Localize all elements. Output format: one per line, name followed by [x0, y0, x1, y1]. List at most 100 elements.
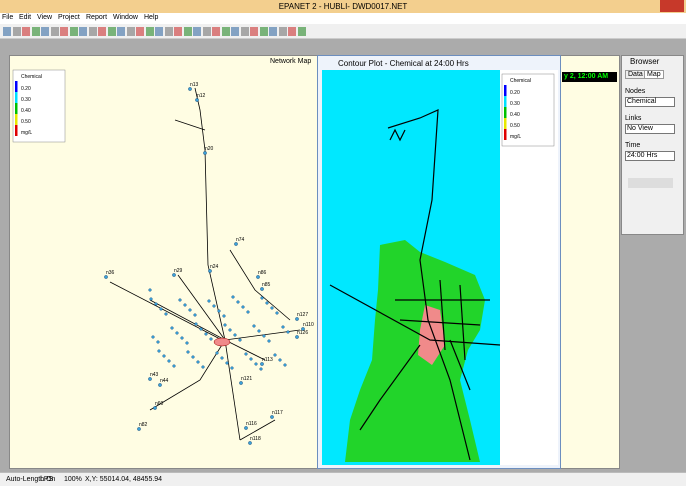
- toolbar-button[interactable]: [164, 27, 173, 36]
- toolbar-button[interactable]: [22, 27, 30, 36]
- toolbar-button[interactable]: [31, 27, 40, 36]
- menu-item[interactable]: Report: [86, 14, 108, 21]
- node: [275, 311, 279, 315]
- title-bar: [0, 0, 686, 13]
- node: [104, 275, 108, 279]
- node: [256, 275, 260, 279]
- menu-item[interactable]: View: [37, 14, 53, 21]
- legend-swatch: [15, 103, 18, 114]
- node: [270, 306, 274, 310]
- legend-swatch: [504, 129, 507, 140]
- legend-level: 0.40: [510, 112, 520, 118]
- menu-item[interactable]: Project: [58, 14, 80, 21]
- node: [204, 332, 208, 336]
- network-map-title: Network Map: [270, 58, 312, 65]
- toolbar-button[interactable]: [98, 27, 106, 36]
- window-title: EPANET 2 - HUBLI- DWD0017.NET: [278, 2, 408, 11]
- legend-swatch: [504, 85, 507, 96]
- close-button[interactable]: [660, 0, 684, 12]
- browser-title: Browser: [630, 57, 660, 66]
- node-label: n121: [241, 376, 252, 382]
- toolbar-button[interactable]: [174, 27, 182, 36]
- toolbar-button[interactable]: [259, 27, 268, 36]
- node: [278, 358, 282, 362]
- node: [148, 377, 152, 381]
- toolbar-button[interactable]: [240, 27, 249, 36]
- toolbar-button[interactable]: [269, 27, 277, 36]
- node: [248, 441, 252, 445]
- toolbar-button[interactable]: [79, 27, 87, 36]
- node: [241, 305, 245, 309]
- toolbar-button[interactable]: [278, 27, 287, 36]
- node: [159, 307, 163, 311]
- node-label: n20: [205, 146, 214, 152]
- browser-tab[interactable]: Data: [625, 70, 646, 79]
- node: [149, 297, 153, 301]
- toolbar-button[interactable]: [155, 27, 163, 36]
- node: [223, 323, 227, 327]
- toolbar-button[interactable]: [126, 27, 135, 36]
- node: [188, 87, 192, 91]
- node-label: n60: [155, 401, 164, 407]
- node: [252, 324, 256, 328]
- menu-item[interactable]: File: [2, 14, 14, 21]
- toolbar-button[interactable]: [12, 27, 21, 36]
- legend-level: 0.30: [21, 97, 31, 103]
- toolbar-button[interactable]: [136, 27, 144, 36]
- menu-item[interactable]: Edit: [19, 14, 32, 21]
- node: [203, 151, 207, 155]
- toolbar-button[interactable]: [212, 27, 220, 36]
- node-label: n24: [210, 264, 219, 270]
- node: [259, 367, 263, 371]
- toolbar-button[interactable]: [88, 27, 97, 36]
- contour-title: Contour Plot - Chemical at 24:00 Hrs: [338, 59, 469, 68]
- toolbar-button[interactable]: [3, 27, 11, 36]
- node: [148, 288, 152, 292]
- node: [254, 362, 258, 366]
- toolbar-button[interactable]: [193, 27, 201, 36]
- toolbar-button[interactable]: [221, 27, 230, 36]
- toolbar-button[interactable]: [145, 27, 154, 36]
- toolbar-button[interactable]: [60, 27, 68, 36]
- toolbar-button[interactable]: [107, 27, 116, 36]
- node: [246, 310, 250, 314]
- legend-swatch: [15, 81, 18, 92]
- toolbar-button[interactable]: [202, 27, 211, 36]
- legend-swatch: [15, 125, 18, 136]
- toolbar-button[interactable]: [41, 27, 49, 36]
- node: [295, 317, 299, 321]
- node: [209, 337, 213, 341]
- browser-dropdown[interactable]: 24:00 Hrs: [625, 151, 675, 161]
- browser-dropdown[interactable]: Chemical: [625, 97, 675, 107]
- node: [178, 298, 182, 302]
- legend-level: 0.40: [21, 108, 31, 114]
- node: [231, 295, 235, 299]
- menu-item[interactable]: Help: [144, 14, 159, 21]
- browser-dropdown[interactable]: No View: [625, 124, 675, 134]
- node-label: n127: [297, 312, 308, 318]
- toolbar-button[interactable]: [117, 27, 125, 36]
- legend-level: 0.20: [21, 86, 31, 92]
- toolbar-button[interactable]: [231, 27, 239, 36]
- toolbar-button[interactable]: [297, 27, 306, 36]
- node: [208, 269, 212, 273]
- node: [212, 304, 216, 308]
- node: [273, 353, 277, 357]
- legend-level: 0.20: [510, 90, 520, 96]
- node: [186, 350, 190, 354]
- legend-swatch: [504, 107, 507, 118]
- back-window: [560, 55, 620, 469]
- legend-swatch: [15, 114, 18, 125]
- playback-controls[interactable]: [628, 178, 673, 188]
- browser-tab[interactable]: Map: [644, 70, 664, 79]
- toolbar-button[interactable]: [250, 27, 258, 36]
- toolbar-button[interactable]: [288, 27, 296, 36]
- toolbar-button[interactable]: [69, 27, 78, 36]
- legend-level: 0.50: [510, 123, 520, 129]
- legend-box: [12, 69, 66, 143]
- toolbar-button[interactable]: [50, 27, 59, 36]
- legend-unit: mg/L: [21, 130, 32, 136]
- toolbar-button[interactable]: [183, 27, 192, 36]
- menu-item[interactable]: Window: [113, 14, 138, 21]
